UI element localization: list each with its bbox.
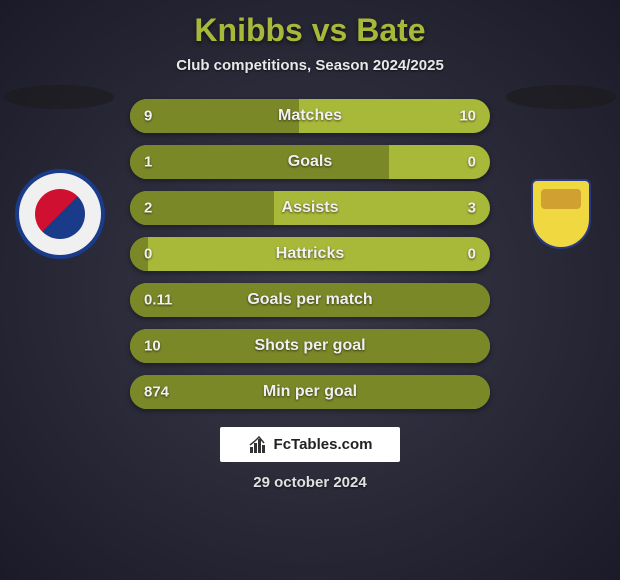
stat-label: Goals per match (247, 291, 372, 309)
content-area: 9 Matches 10 1 Goals 0 2 Assists 3 0 Hattricks 0 0.1… (0, 99, 620, 491)
club-badge-right (510, 169, 610, 269)
shadow-right (506, 85, 616, 109)
stat-bar-shots-per-goal: 10 Shots per goal (130, 329, 490, 363)
club-badge-left (10, 169, 110, 269)
brand-icon (248, 435, 268, 455)
stat-value-right: 0 (468, 154, 476, 171)
stat-label: Matches (278, 107, 342, 125)
stat-label: Shots per goal (254, 337, 365, 355)
stockport-badge (518, 179, 603, 274)
shadow-left (4, 85, 114, 109)
stat-value-left: 9 (144, 108, 152, 125)
stat-value-left: 874 (144, 384, 169, 401)
stat-bar-hattricks: 0 Hattricks 0 (130, 237, 490, 271)
comparison-title: Knibbs vs Bate (0, 0, 620, 49)
stat-value-left: 10 (144, 338, 161, 355)
brand-text: FcTables.com (274, 436, 373, 453)
stat-bar-min-per-goal: 874 Min per goal (130, 375, 490, 409)
stat-value-left: 0.11 (144, 292, 172, 309)
stat-label: Goals (288, 153, 332, 171)
stat-bar-fill (130, 145, 389, 179)
stat-bar-goals-per-match: 0.11 Goals per match (130, 283, 490, 317)
stat-bar-fill (130, 99, 299, 133)
stat-label: Assists (282, 199, 339, 217)
stat-bar-goals: 1 Goals 0 (130, 145, 490, 179)
stockport-shield (531, 179, 591, 249)
stat-value-right: 3 (468, 200, 476, 217)
stat-value-right: 10 (459, 108, 476, 125)
stat-bar-matches: 9 Matches 10 (130, 99, 490, 133)
stat-value-left: 0 (144, 246, 152, 263)
stat-label: Min per goal (263, 383, 357, 401)
comparison-subtitle: Club competitions, Season 2024/2025 (0, 57, 620, 74)
reading-badge-inner (35, 189, 85, 239)
stockport-crest (541, 189, 581, 209)
stat-value-left: 2 (144, 200, 152, 217)
stats-bars: 9 Matches 10 1 Goals 0 2 Assists 3 0 Hattricks 0 0.1… (130, 99, 490, 409)
stat-value-right: 0 (468, 246, 476, 263)
stat-value-left: 1 (144, 154, 152, 171)
reading-badge (15, 169, 105, 259)
stat-bar-assists: 2 Assists 3 (130, 191, 490, 225)
footer-date: 29 october 2024 (0, 474, 620, 491)
stat-label: Hattricks (276, 245, 344, 263)
brand-badge[interactable]: FcTables.com (220, 427, 400, 462)
